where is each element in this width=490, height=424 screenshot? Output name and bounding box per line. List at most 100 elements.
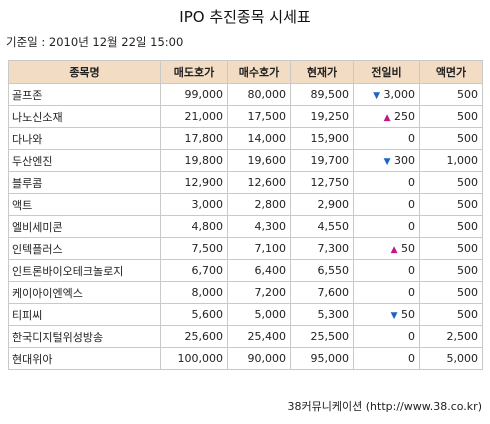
change-value: 0 (408, 352, 415, 365)
table-row: 티피씨 5,600 5,000 5,300 ▼ 50 500 (8, 303, 483, 326)
table-row: 나노신소재 21,000 17,500 19,250 ▲ 250 500 (8, 105, 483, 128)
par-value: 5,000 (419, 347, 483, 370)
price-change: ▲ 50 (353, 237, 420, 260)
source-credit: 38커뮤니케이션 (http://www.38.co.kr) (287, 400, 482, 413)
table-row: 두산엔진 19,800 19,600 19,700 ▼ 300 1,000 (8, 149, 483, 172)
bid-price: 7,200 (227, 281, 291, 304)
bid-price: 7,100 (227, 237, 291, 260)
ask-price: 19,800 (160, 149, 228, 172)
current-price: 7,300 (290, 237, 354, 260)
table-row: 블루콤 12,900 12,600 12,750 0 500 (8, 171, 483, 194)
change-value: 0 (408, 330, 415, 343)
current-price: 4,550 (290, 215, 354, 238)
bid-price: 4,300 (227, 215, 291, 238)
stock-name: 나노신소재 (8, 105, 161, 128)
ask-price: 100,000 (160, 347, 228, 370)
change-value: 300 (394, 154, 415, 167)
ask-price: 99,000 (160, 83, 228, 106)
change-value: 3,000 (383, 88, 416, 101)
bid-price: 2,800 (227, 193, 291, 216)
table-row: 케이아이엔엑스 8,000 7,200 7,600 0 500 (8, 281, 483, 304)
price-change: 0 (353, 259, 420, 282)
current-price: 19,250 (290, 105, 354, 128)
arrow-down-icon: ▼ (373, 91, 380, 101)
table-row: 인텍플러스 7,500 7,100 7,300 ▲ 50 500 (8, 237, 483, 260)
bid-price: 90,000 (227, 347, 291, 370)
ask-price: 25,600 (160, 325, 228, 348)
change-value: 50 (401, 242, 415, 255)
current-price: 89,500 (290, 83, 354, 106)
change-value: 0 (408, 132, 415, 145)
table-header: 종목명 매도호가 매수호가 현재가 전일비 액면가 (8, 60, 483, 84)
ask-price: 3,000 (160, 193, 228, 216)
ask-price: 6,700 (160, 259, 228, 282)
table-row: 골프존 99,000 80,000 89,500 ▼ 3,000 500 (8, 83, 483, 106)
col-header-ask: 매도호가 (160, 60, 228, 84)
col-header-par: 액면가 (419, 60, 483, 84)
change-value: 50 (401, 308, 415, 321)
price-change: 0 (353, 171, 420, 194)
page-title: IPO 추진종목 시세표 (179, 8, 311, 26)
arrow-down-icon: ▼ (383, 157, 391, 167)
par-value: 500 (419, 259, 483, 282)
par-value: 500 (419, 105, 483, 128)
bid-price: 17,500 (227, 105, 291, 128)
par-value: 500 (419, 83, 483, 106)
stock-name: 골프존 (8, 83, 161, 106)
bid-price: 19,600 (227, 149, 291, 172)
par-value: 500 (419, 237, 483, 260)
price-change: 0 (353, 281, 420, 304)
par-value: 500 (419, 281, 483, 304)
arrow-up-icon: ▲ (390, 245, 398, 255)
bid-price: 14,000 (227, 127, 291, 150)
reference-date: 기준일 : 2010년 12월 22일 15:00 (6, 35, 184, 49)
table-row: 현대위아 100,000 90,000 95,000 0 5,000 (8, 347, 483, 370)
arrow-down-icon: ▼ (390, 311, 398, 321)
table-row: 인트론바이오테크놀로지 6,700 6,400 6,550 0 500 (8, 259, 483, 282)
price-change: 0 (353, 325, 420, 348)
par-value: 1,000 (419, 149, 483, 172)
current-price: 15,900 (290, 127, 354, 150)
price-change: 0 (353, 193, 420, 216)
stock-name: 케이아이엔엑스 (8, 281, 161, 304)
price-change: ▼ 300 (353, 149, 420, 172)
par-value: 500 (419, 193, 483, 216)
par-value: 2,500 (419, 325, 483, 348)
change-value: 0 (408, 220, 415, 233)
col-header-change: 전일비 (353, 60, 420, 84)
change-value: 0 (408, 264, 415, 277)
ask-price: 5,600 (160, 303, 228, 326)
stock-name: 다나와 (8, 127, 161, 150)
table-row: 액트 3,000 2,800 2,900 0 500 (8, 193, 483, 216)
price-change: ▼ 3,000 (353, 83, 420, 106)
stock-name: 한국디지털위성방송 (8, 325, 161, 348)
bid-price: 25,400 (227, 325, 291, 348)
bid-price: 80,000 (227, 83, 291, 106)
stock-name: 엘비세미콘 (8, 215, 161, 238)
col-header-bid: 매수호가 (227, 60, 291, 84)
stock-name: 인텍플러스 (8, 237, 161, 260)
current-price: 25,500 (290, 325, 354, 348)
current-price: 7,600 (290, 281, 354, 304)
ask-price: 4,800 (160, 215, 228, 238)
current-price: 2,900 (290, 193, 354, 216)
stock-name: 액트 (8, 193, 161, 216)
ask-price: 17,800 (160, 127, 228, 150)
change-value: 0 (408, 198, 415, 211)
quote-table: 종목명 매도호가 매수호가 현재가 전일비 액면가 골프존 99,000 80,00… (8, 60, 483, 370)
current-price: 6,550 (290, 259, 354, 282)
col-header-name: 종목명 (8, 60, 161, 84)
price-change: ▼ 50 (353, 303, 420, 326)
change-value: 0 (408, 176, 415, 189)
current-price: 12,750 (290, 171, 354, 194)
price-change: 0 (353, 127, 420, 150)
table-row: 다나와 17,800 14,000 15,900 0 500 (8, 127, 483, 150)
par-value: 500 (419, 171, 483, 194)
table-row: 엘비세미콘 4,800 4,300 4,550 0 500 (8, 215, 483, 238)
current-price: 5,300 (290, 303, 354, 326)
ask-price: 7,500 (160, 237, 228, 260)
price-change: 0 (353, 215, 420, 238)
arrow-up-icon: ▲ (383, 113, 391, 123)
current-price: 19,700 (290, 149, 354, 172)
stock-name: 티피씨 (8, 303, 161, 326)
